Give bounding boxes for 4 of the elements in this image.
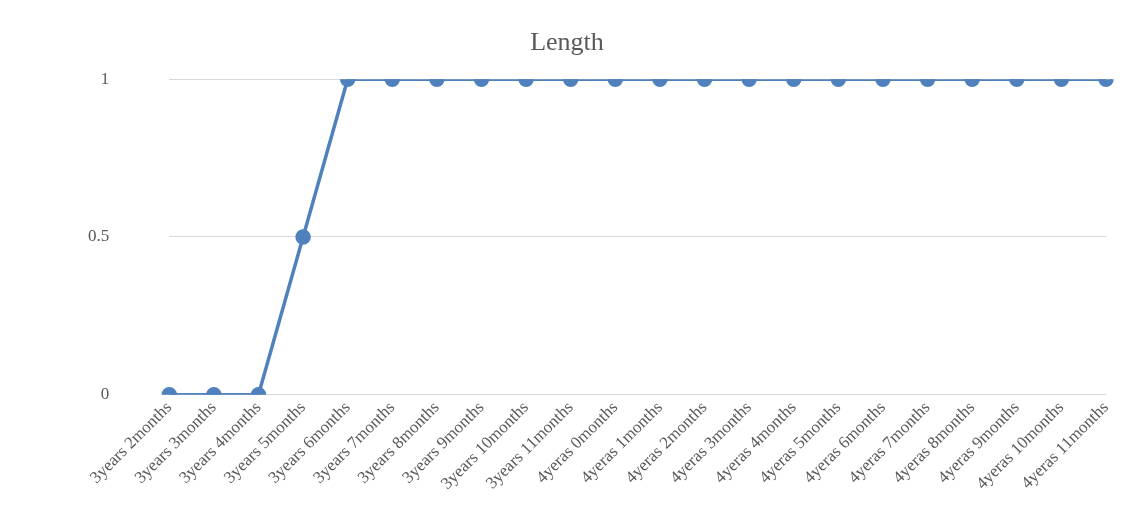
y-tick-label: 0	[100, 384, 110, 404]
y-tick-label: 0.5	[88, 226, 110, 246]
y-tick-label: 1	[100, 68, 110, 88]
chart-title: Length	[530, 27, 604, 57]
